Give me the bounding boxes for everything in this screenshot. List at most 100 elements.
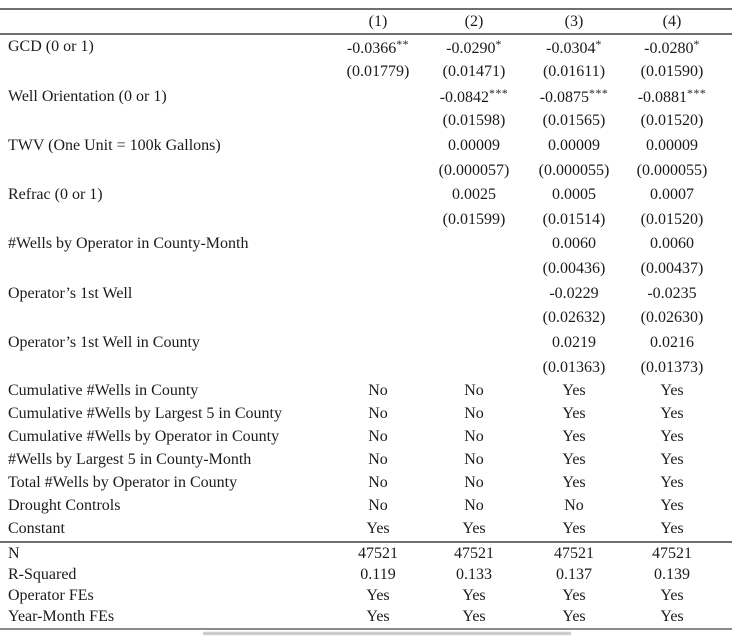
row-label: GCD (0 or 1) — [8, 38, 94, 56]
table-row: Drought Controls No No No Yes — [0, 495, 732, 518]
row-label: Constant — [8, 520, 65, 538]
header-bottom-rule — [0, 33, 732, 35]
table-row: Cumulative #Wells by Operator in County N… — [0, 426, 732, 449]
clipped-text-fragment — [203, 632, 571, 635]
column-header: (1) — [368, 12, 388, 30]
cell-value: -0.0842 — [439, 89, 490, 107]
row-label: Cumulative #Wells in County — [8, 382, 199, 400]
cell-value: (0.01520) — [640, 112, 704, 130]
row-label: N — [8, 544, 20, 562]
stat-cell: Yes — [366, 608, 390, 626]
table-row: Cumulative #Wells by Largest 5 in County… — [0, 403, 732, 426]
table-row: Year-Month FEs Yes Yes Yes Yes — [0, 607, 732, 628]
coefficient-cell: (0.02630) — [624, 309, 720, 327]
stat-cell: 47521 — [358, 544, 398, 562]
cell-value: (0.01599) — [442, 210, 506, 228]
coefficient-cell: -0.0366** — [332, 37, 424, 58]
significance-stars: *** — [687, 86, 707, 101]
coefficient-cell: 0.0219 — [524, 334, 624, 352]
coefficient-cell: (0.000055) — [524, 162, 624, 180]
coefficient-cell: (0.01471) — [424, 63, 524, 81]
control-flag-cell: No — [564, 497, 584, 515]
significance-stars: * — [595, 36, 602, 51]
table-bottom-rule — [0, 627, 732, 630]
row-label: Operator’s 1st Well — [8, 284, 133, 302]
row-label: Operator FEs — [8, 586, 94, 604]
significance-stars: ** — [396, 36, 410, 51]
cell-value: (0.00436) — [542, 260, 606, 278]
significance-stars: * — [693, 36, 700, 51]
stats-section: N 47521 47521 47521 47521 R-Squared 0.119 0.133… — [0, 543, 732, 628]
coefficient-cell: 0.0060 — [524, 235, 624, 253]
row-label: #Wells by Operator in County-Month — [8, 235, 249, 253]
table-top-rule — [0, 8, 732, 10]
control-flag-cell: Yes — [562, 451, 586, 469]
cell-value: -0.0235 — [647, 284, 697, 302]
coefficient-cell: -0.0875*** — [524, 86, 624, 107]
coefficient-cell: (0.01520) — [624, 211, 720, 229]
cell-value: (0.02632) — [542, 309, 606, 327]
control-flag-cell: No — [368, 497, 388, 515]
stat-cell: 0.133 — [456, 565, 492, 583]
coefficient-section: GCD (0 or 1) -0.0366** -0.0290* -0.0304* -0.… — [0, 35, 732, 380]
significance-stars: *** — [589, 86, 609, 101]
significance-stars: *** — [489, 86, 509, 101]
coefficient-cell: (0.01779) — [332, 63, 424, 81]
row-label: Drought Controls — [8, 497, 121, 515]
stat-cell: Yes — [366, 586, 390, 604]
coefficient-cell: -0.0235 — [624, 285, 720, 303]
row-label: Year-Month FEs — [8, 608, 115, 626]
stat-cell: 0.139 — [654, 565, 690, 583]
cell-value: -0.0881 — [637, 89, 688, 107]
column-header-row: (1) (2) (3) (4) — [0, 10, 732, 33]
control-flag-cell: No — [368, 405, 388, 423]
cell-value: -0.0875 — [539, 89, 590, 107]
table-row: (0.000057) (0.000055) (0.000055) — [0, 158, 732, 183]
table-row: #Wells by Largest 5 in County-Month No No Y… — [0, 449, 732, 472]
coefficient-cell: -0.0229 — [524, 285, 624, 303]
coefficient-cell: (0.01599) — [424, 211, 524, 229]
coefficient-cell: (0.000055) — [624, 162, 720, 180]
control-flag-cell: Yes — [366, 520, 390, 538]
row-label: Cumulative #Wells by Largest 5 in County — [8, 405, 282, 423]
coefficient-cell: 0.0060 — [624, 235, 720, 253]
coefficient-cell: (0.00437) — [624, 260, 720, 278]
coefficient-cell: 0.00009 — [624, 137, 720, 155]
cell-value: (0.01611) — [542, 62, 606, 80]
column-header: (3) — [564, 12, 584, 30]
control-flag-cell: No — [368, 382, 388, 400]
control-flag-cell: No — [464, 405, 484, 423]
coefficient-cell: 0.0005 — [524, 186, 624, 204]
cell-value: 0.00009 — [448, 136, 500, 154]
coefficient-cell: (0.00436) — [524, 260, 624, 278]
control-flag-cell: Yes — [562, 382, 586, 400]
control-flag-cell: No — [464, 451, 484, 469]
cell-value: (0.01590) — [640, 62, 704, 80]
cell-value: (0.00437) — [640, 260, 704, 278]
cell-value: (0.01565) — [542, 112, 606, 130]
coefficient-cell: 0.0025 — [424, 186, 524, 204]
coefficient-cell: (0.02632) — [524, 309, 624, 327]
control-flag-cell: No — [464, 428, 484, 446]
coefficient-cell: -0.0842*** — [424, 86, 524, 107]
coefficient-cell: -0.0304* — [524, 37, 624, 58]
row-label: TWV (One Unit = 100k Gallons) — [8, 136, 221, 154]
control-flag-cell: Yes — [462, 520, 486, 538]
control-flag-cell: No — [368, 428, 388, 446]
table-row: R-Squared 0.119 0.133 0.137 0.139 — [0, 564, 732, 585]
column-header: (4) — [662, 12, 682, 30]
stats-top-rule — [0, 540, 732, 543]
stat-cell: Yes — [660, 608, 684, 626]
cell-value: 0.0007 — [650, 186, 694, 204]
row-label: #Wells by Largest 5 in County-Month — [8, 451, 252, 469]
cell-value: 0.0216 — [650, 334, 694, 351]
table-row: TWV (One Unit = 100k Gallons) 0.00009 0.00… — [0, 134, 732, 159]
coefficient-cell: (0.01373) — [624, 359, 720, 377]
control-flag-cell: Yes — [562, 520, 586, 538]
cell-value: (0.000057) — [438, 161, 510, 179]
coefficient-cell: 0.0007 — [624, 186, 720, 204]
row-label: Well Orientation (0 or 1) — [8, 87, 167, 105]
cell-value: -0.0366 — [346, 39, 397, 57]
coefficient-cell: -0.0280* — [624, 37, 720, 58]
